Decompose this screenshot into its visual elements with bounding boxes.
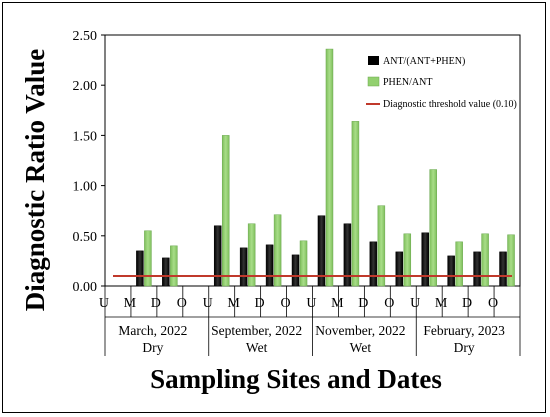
bar-phen-ratio bbox=[455, 241, 463, 287]
bar-ant-ratio bbox=[447, 255, 455, 287]
y-axis-title: Diagnostic Ratio Value bbox=[20, 49, 50, 312]
bar-ant-ratio bbox=[499, 251, 507, 287]
bar-phen-ratio bbox=[403, 233, 412, 287]
bar-ant-ratio bbox=[162, 257, 170, 287]
category-label: O bbox=[488, 296, 498, 311]
bar-phen-ratio bbox=[221, 135, 230, 287]
category-label: U bbox=[306, 296, 316, 311]
category-label: U bbox=[410, 296, 420, 311]
bar-ant-ratio bbox=[343, 223, 352, 287]
y-tick-label: 0.50 bbox=[73, 230, 98, 245]
legend-swatch-ant-ratio bbox=[368, 56, 379, 65]
y-tick-label: 2.00 bbox=[73, 79, 98, 94]
bar-ant-ratio bbox=[291, 254, 300, 287]
legend-label-phen-ratio: PHEN/ANT bbox=[383, 77, 432, 88]
category-label: M bbox=[331, 296, 344, 311]
group-date-label: November, 2022 bbox=[315, 323, 405, 338]
group-season-label: Dry bbox=[454, 340, 475, 355]
bar-ant-ratio bbox=[369, 241, 378, 287]
category-label: D bbox=[462, 296, 472, 311]
group-season-label: Wet bbox=[246, 340, 268, 355]
category-label: D bbox=[151, 296, 161, 311]
category-label: D bbox=[358, 296, 368, 311]
category-label: M bbox=[227, 296, 240, 311]
category-label: U bbox=[99, 296, 109, 311]
legend: ANT/(ANT+PHEN) PHEN/ANT Diagnostic thres… bbox=[366, 56, 517, 110]
chart-frame bbox=[2, 2, 546, 413]
group-date-label: February, 2023 bbox=[423, 323, 505, 338]
bar-phen-ratio bbox=[170, 245, 178, 287]
bar-phen-ratio bbox=[377, 205, 386, 287]
category-label: U bbox=[203, 296, 213, 311]
category-label: O bbox=[280, 296, 290, 311]
group-season-label: Wet bbox=[350, 340, 372, 355]
y-tick-label: 1.00 bbox=[73, 180, 98, 195]
bar-phen-ratio bbox=[299, 240, 308, 287]
category-label: D bbox=[255, 296, 265, 311]
group-date-label: September, 2022 bbox=[211, 323, 302, 338]
bar-ant-ratio bbox=[421, 232, 429, 287]
group-date-label: March, 2022 bbox=[118, 323, 187, 338]
category-label: O bbox=[384, 296, 394, 311]
y-tick-label: 0.00 bbox=[73, 280, 98, 295]
bar-ant-ratio bbox=[239, 247, 248, 287]
bar-ant-ratio bbox=[265, 244, 274, 287]
bar-phen-ratio bbox=[481, 233, 489, 287]
category-label: M bbox=[124, 296, 137, 311]
bar-ant-ratio bbox=[136, 250, 144, 287]
bar-phen-ratio bbox=[247, 223, 256, 287]
y-tick-label: 1.50 bbox=[73, 129, 98, 144]
bar-phen-ratio bbox=[429, 169, 437, 287]
bar-ant-ratio bbox=[395, 251, 404, 287]
bar-phen-ratio bbox=[351, 121, 360, 287]
legend-label-threshold: Diagnostic threshold value (0.10) bbox=[383, 99, 517, 110]
legend-swatch-phen-ratio bbox=[367, 76, 380, 87]
bar-ant-ratio bbox=[473, 251, 481, 287]
bar-phen-ratio bbox=[144, 230, 152, 287]
y-tick-label: 2.50 bbox=[73, 29, 98, 44]
bar-phen-ratio bbox=[273, 214, 282, 287]
bar-phen-ratio bbox=[325, 48, 334, 287]
bar-phen-ratio bbox=[507, 234, 515, 287]
x-axis-title: Sampling Sites and Dates bbox=[150, 364, 442, 394]
group-season-label: Dry bbox=[142, 340, 163, 355]
bar-ant-ratio bbox=[317, 215, 326, 287]
legend-label-ant-ratio: ANT/(ANT+PHEN) bbox=[383, 56, 465, 67]
category-label: O bbox=[177, 296, 187, 311]
category-label: M bbox=[435, 296, 448, 311]
bar-ant-ratio bbox=[213, 225, 222, 287]
